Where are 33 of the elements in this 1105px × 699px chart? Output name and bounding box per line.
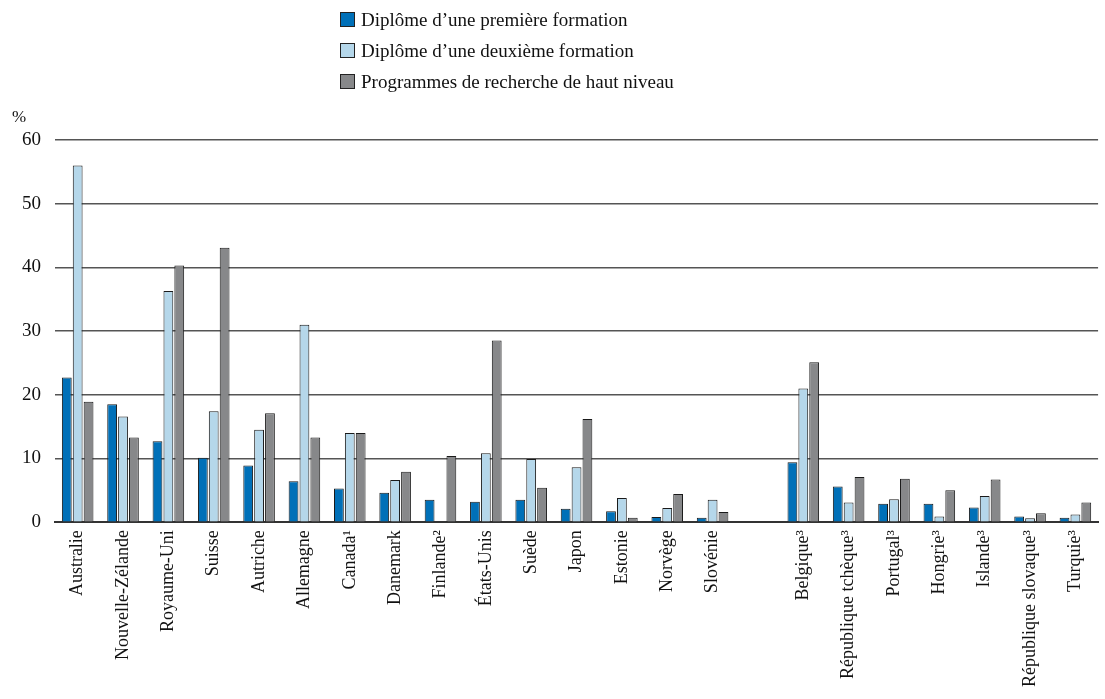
x-tick-label: Danemark	[383, 530, 404, 606]
x-tick-label: Autriche	[247, 530, 268, 594]
x-tick-label: Canada¹	[338, 530, 359, 590]
x-tick-label: Finlande²	[429, 530, 450, 599]
x-tick-label: Suède	[519, 530, 540, 575]
x-tick-label: Islande³	[973, 529, 994, 588]
x-tick-label: Allemagne	[293, 530, 314, 610]
x-tick-label: Japon	[565, 530, 586, 573]
y-tick-label: 40	[22, 255, 41, 277]
x-tick-label: Estonie	[610, 530, 631, 585]
x-tick-label: Australie	[66, 530, 87, 597]
x-tick-label: Portugal³	[882, 529, 903, 597]
x-tick-label: Norvège	[655, 530, 676, 593]
y-tick-label: 50	[22, 191, 41, 213]
x-tick-label: Nouvelle-Zélande	[111, 530, 132, 661]
x-tick-label: Suisse	[202, 530, 223, 577]
x-tick-label: Slovénie	[701, 530, 722, 594]
x-tick-label: Belgique³	[792, 529, 813, 601]
legend-label: Diplôme d’une deuxième formation	[361, 39, 634, 62]
y-tick-label: 0	[31, 510, 41, 532]
x-tick-label: États-Unis	[473, 530, 495, 607]
x-tick-label: Royaume-Uni	[157, 530, 178, 633]
legend-label: Diplôme d’une première formation	[361, 8, 628, 31]
x-tick-label: République tchèque³	[837, 529, 858, 679]
y-tick-label: 30	[22, 319, 41, 341]
y-tick-label: 20	[22, 382, 41, 404]
y-tick-label: 60	[22, 127, 41, 149]
x-tick-label: Hongrie³	[928, 529, 949, 595]
legend-label: Programmes de recherche de haut niveau	[361, 70, 674, 93]
x-tick-label: République slovaque³	[1018, 529, 1039, 688]
y-tick-label: 10	[22, 446, 41, 468]
y-axis-title: %	[12, 106, 27, 126]
x-tick-label: Turquie³	[1064, 529, 1085, 592]
